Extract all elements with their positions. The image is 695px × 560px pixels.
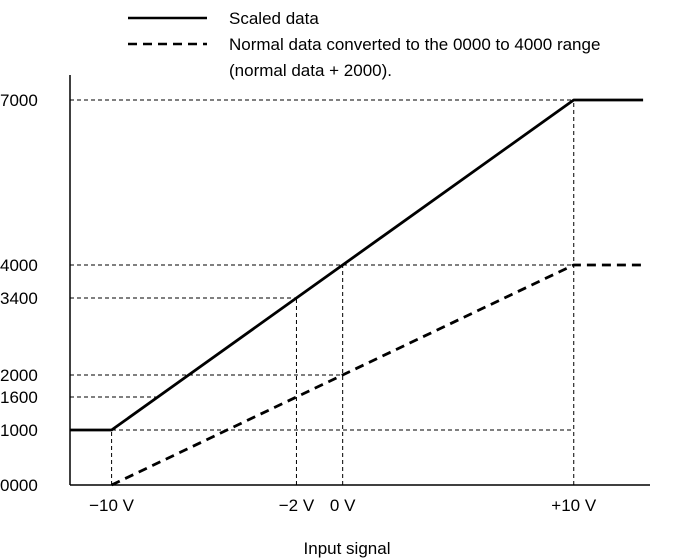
- legend-label-scaled-data: Scaled data: [229, 9, 319, 28]
- series-line-0: [70, 98, 644, 432]
- x-tick-label: 0 V: [330, 496, 356, 515]
- series-line-1: [110, 263, 644, 487]
- x-tick-label: −2 V: [279, 496, 315, 515]
- x-tick-labels: −10 V −2 V 0 V +10 V: [89, 496, 597, 515]
- x-tick-label: +10 V: [551, 496, 597, 515]
- y-tick-labels: 7000 4000 3400 2000 1600 1000 0000: [0, 91, 38, 495]
- y-tick-label: 4000: [0, 256, 38, 275]
- reference-lines: [70, 99, 575, 485]
- y-tick-label: 1600: [0, 388, 38, 407]
- legend: Scaled data Normal data converted to the…: [128, 9, 600, 80]
- legend-label-normal-data: Normal data converted to the 0000 to 400…: [229, 35, 600, 54]
- legend-label-normal-data-line2: (normal data + 2000).: [229, 61, 392, 80]
- x-axis-label: Input signal: [304, 539, 391, 558]
- y-tick-label: 1000: [0, 421, 38, 440]
- series-lines: [70, 98, 644, 487]
- y-tick-label: 2000: [0, 366, 38, 385]
- x-tick-label: −10 V: [89, 496, 135, 515]
- y-tick-label: 0000: [0, 476, 38, 495]
- y-tick-label: 3400: [0, 289, 38, 308]
- y-tick-label: 7000: [0, 91, 38, 110]
- plot-area: 7000 4000 3400 2000 1600 1000 0000 −10 V −2 V 0 …: [0, 75, 650, 515]
